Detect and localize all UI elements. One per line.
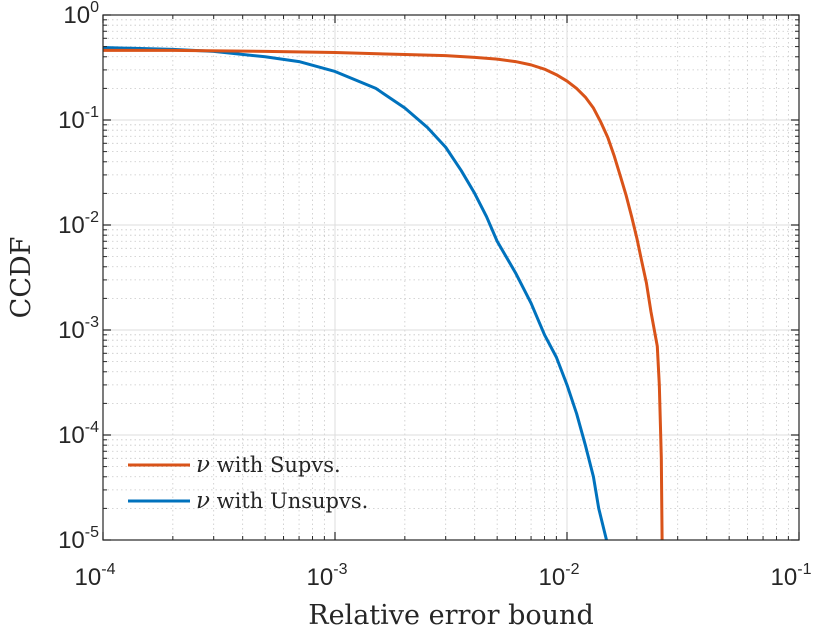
y-tick-label: 10-4 [58, 419, 99, 449]
series-line-supervised [103, 48, 664, 541]
minor-grid [103, 15, 799, 540]
legend-label-supervised: ν with Supvs. [196, 452, 341, 478]
y-tick-label: 10-1 [58, 104, 99, 134]
plot-area-border [102, 14, 800, 541]
y-tick-label: 100 [63, 0, 99, 29]
x-axis-label: Relative error bound [308, 600, 593, 631]
x-tick-labels: 10-4 10-3 10-2 10-1 [75, 561, 812, 591]
legend-label-unsupervised: ν with Unsupvs. [196, 488, 368, 514]
series-line-unsupervised [102, 46, 608, 541]
y-tick-label: 10-5 [58, 524, 99, 554]
x-tick-label: 10-2 [539, 561, 580, 591]
legend: ν with Supvs. ν with Unsupvs. [128, 452, 368, 514]
y-tick-labels: 100 10-1 10-2 10-3 10-4 10-5 [58, 0, 99, 554]
y-tick-label: 10-2 [58, 209, 99, 239]
y-axis-label: CCDF [6, 237, 37, 319]
series-layer [102, 46, 664, 541]
y-tick-label: 10-3 [58, 314, 99, 344]
x-tick-label: 10-3 [307, 561, 348, 591]
x-tick-label: 10-1 [771, 561, 812, 591]
x-tick-label: 10-4 [75, 561, 116, 591]
